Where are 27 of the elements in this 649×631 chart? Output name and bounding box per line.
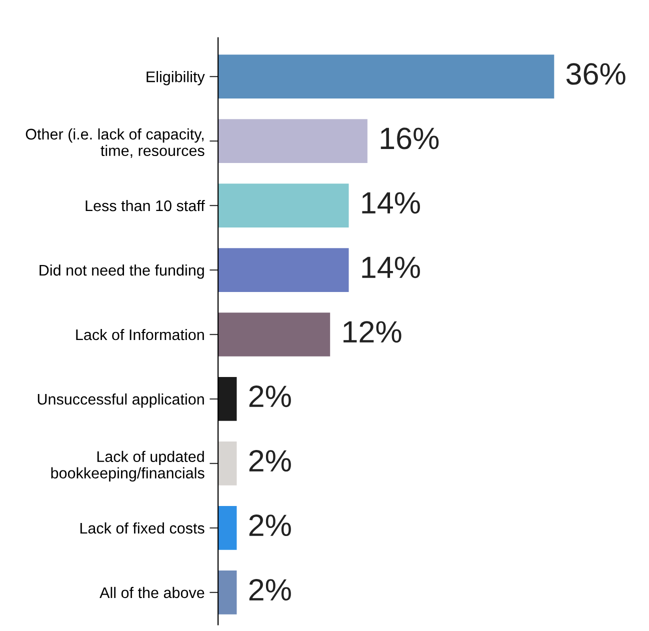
data-label: 36% — [566, 63, 626, 85]
bar — [218, 506, 237, 550]
data-label: 2% — [249, 579, 291, 601]
bar — [218, 184, 349, 228]
data-label: 12% — [344, 321, 402, 343]
y-tick-label: Other (i.e. lack of capacity, time, resources — [26, 128, 204, 158]
y-tick-label: Lack of updated bookkeeping/financials — [51, 450, 204, 482]
data-label: 14% — [362, 256, 420, 278]
bar — [218, 312, 330, 356]
data-label: 16% — [380, 128, 439, 150]
bar — [218, 570, 237, 614]
bar — [218, 248, 349, 292]
y-tick-label: Lack of Information — [76, 328, 204, 340]
y-tick-label: Eligibility — [146, 71, 205, 86]
data-label: 2% — [249, 386, 291, 408]
y-tick-label: Unsuccessful application — [38, 393, 204, 408]
bar — [218, 119, 368, 163]
y-tick-label: All of the above — [100, 586, 204, 598]
y-tick-label: Less than 10 staff — [86, 200, 205, 212]
bar — [218, 377, 237, 421]
data-label: 2% — [249, 514, 291, 536]
bar — [218, 54, 554, 98]
data-label: 14% — [362, 192, 420, 214]
data-label: 2% — [249, 450, 291, 472]
y-tick-label: Lack of fixed costs — [80, 522, 204, 534]
y-tick-label: Did not need the funding — [40, 264, 204, 279]
bar — [218, 442, 237, 486]
